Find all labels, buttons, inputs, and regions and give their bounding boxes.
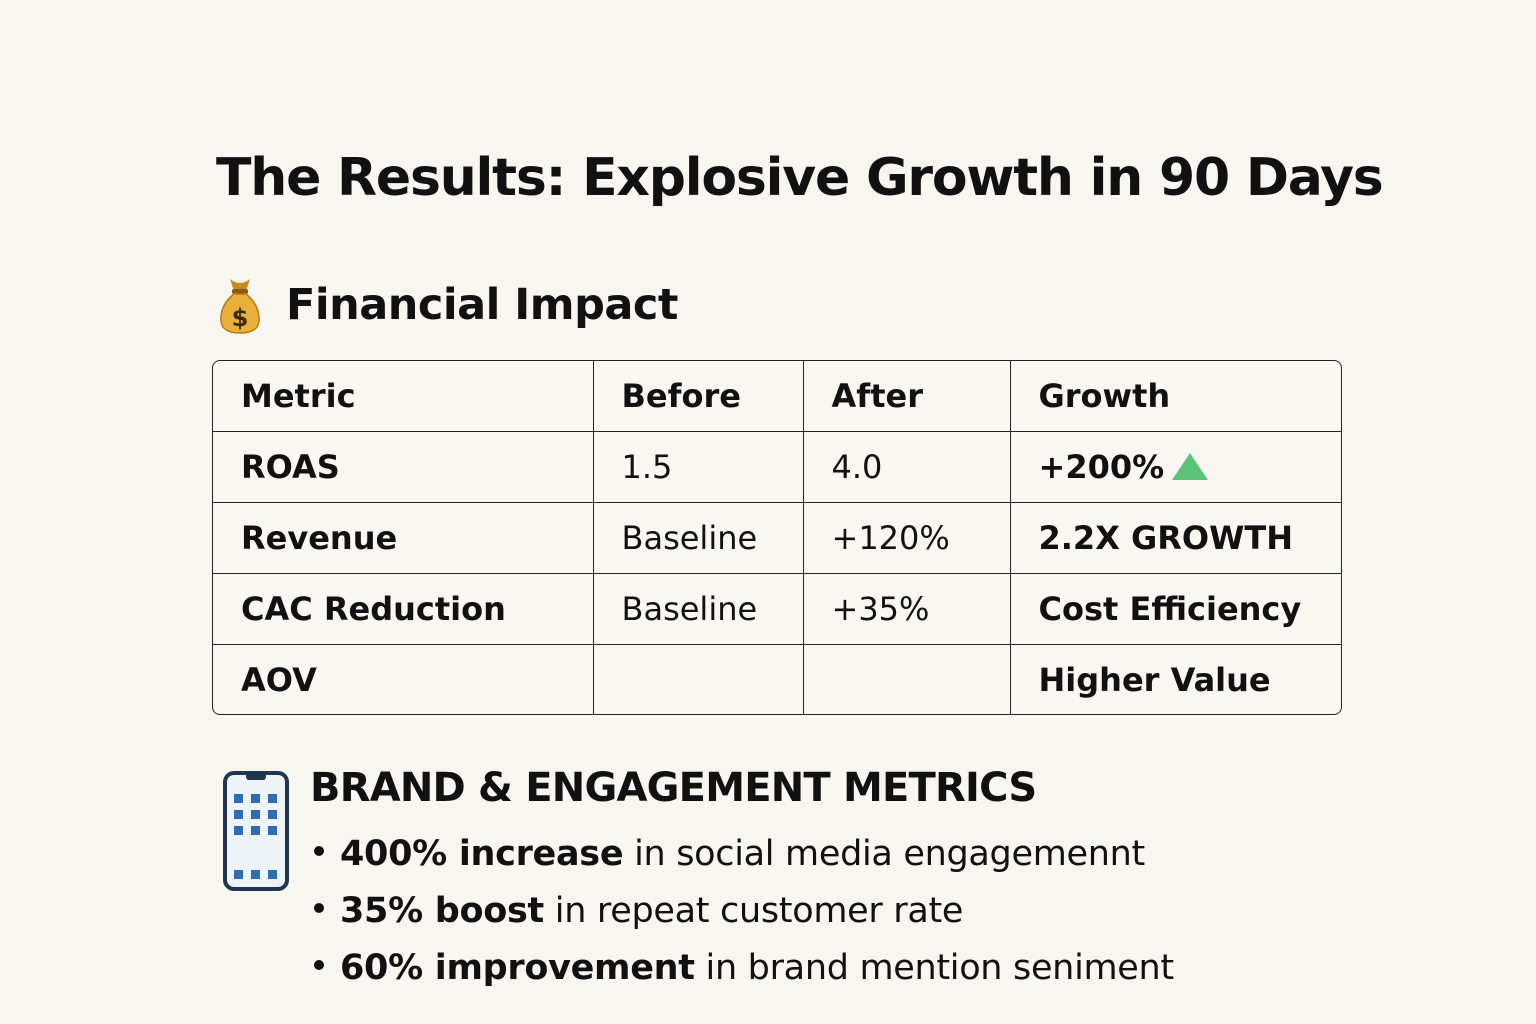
list-item: 60% improvement in brand mention senimen…: [310, 940, 1174, 997]
column-header-after: After: [803, 361, 1011, 432]
financial-impact-title: Financial Impact: [286, 280, 678, 330]
bullet-text: in social media engagemennt: [623, 834, 1145, 874]
bullet-text: in repeat customer rate: [543, 891, 964, 931]
engagement-bullet-list: 400% increase in social media engagemenn…: [310, 826, 1174, 997]
table-row: AOV Higher Value: [213, 644, 1341, 714]
growth-value: +200%: [1038, 448, 1165, 486]
growth-cell: Cost Efficiency: [1010, 573, 1341, 645]
table-header-row: Metric Before After Growth: [213, 361, 1341, 432]
column-header-metric: Metric: [213, 361, 594, 432]
table-row: ROAS 1.5 4.0 +200%: [213, 431, 1341, 503]
svg-text:$: $: [232, 304, 249, 332]
column-header-growth: Growth: [1010, 361, 1341, 432]
after-cell: +120%: [803, 502, 1011, 574]
after-cell: [803, 644, 1011, 714]
bullet-dot: [314, 846, 324, 856]
metric-cell: ROAS: [213, 431, 594, 503]
list-item: 400% increase in social media engagemenn…: [310, 826, 1174, 883]
list-item: 35% boost in repeat customer rate: [310, 883, 1174, 940]
bullet-dot: [314, 960, 324, 970]
bullet-highlight: 400% increase: [340, 834, 624, 874]
before-cell: 1.5: [593, 431, 804, 503]
growth-cell: +200%: [1010, 431, 1341, 503]
bullet-highlight: 35% boost: [340, 891, 544, 931]
brand-engagement-title: BRAND & ENGAGEMENT METRICS: [310, 765, 1037, 811]
money-bag-icon: $: [220, 279, 260, 334]
smartphone-icon: [223, 771, 289, 891]
growth-cell: 2.2X GROWTH: [1010, 502, 1341, 574]
brand-engagement-section: BRAND & ENGAGEMENT METRICS 400% increase…: [220, 760, 1420, 1000]
column-header-before: Before: [593, 361, 804, 432]
up-arrow-icon: [1172, 453, 1209, 480]
metric-cell: AOV: [213, 644, 594, 714]
bullet-text: in brand mention seniment: [694, 948, 1175, 988]
metric-cell: CAC Reduction: [213, 573, 594, 645]
financial-impact-table: Metric Before After Growth ROAS 1.5 4.0 …: [212, 360, 1342, 715]
page-title: The Results: Explosive Growth in 90 Days: [216, 148, 1384, 208]
bullet-highlight: 60% improvement: [340, 948, 695, 988]
before-cell: Baseline: [593, 573, 804, 645]
financial-impact-heading: $ Financial Impact: [216, 272, 678, 338]
after-cell: +35%: [803, 573, 1011, 645]
table-row: Revenue Baseline +120% 2.2X GROWTH: [213, 502, 1341, 574]
after-cell: 4.0: [803, 431, 1011, 503]
table-row: CAC Reduction Baseline +35% Cost Efficie…: [213, 573, 1341, 645]
metric-cell: Revenue: [213, 502, 594, 574]
bullet-dot: [314, 903, 324, 913]
growth-cell: Higher Value: [1038, 661, 1271, 699]
before-cell: [593, 644, 804, 714]
before-cell: Baseline: [593, 502, 804, 574]
